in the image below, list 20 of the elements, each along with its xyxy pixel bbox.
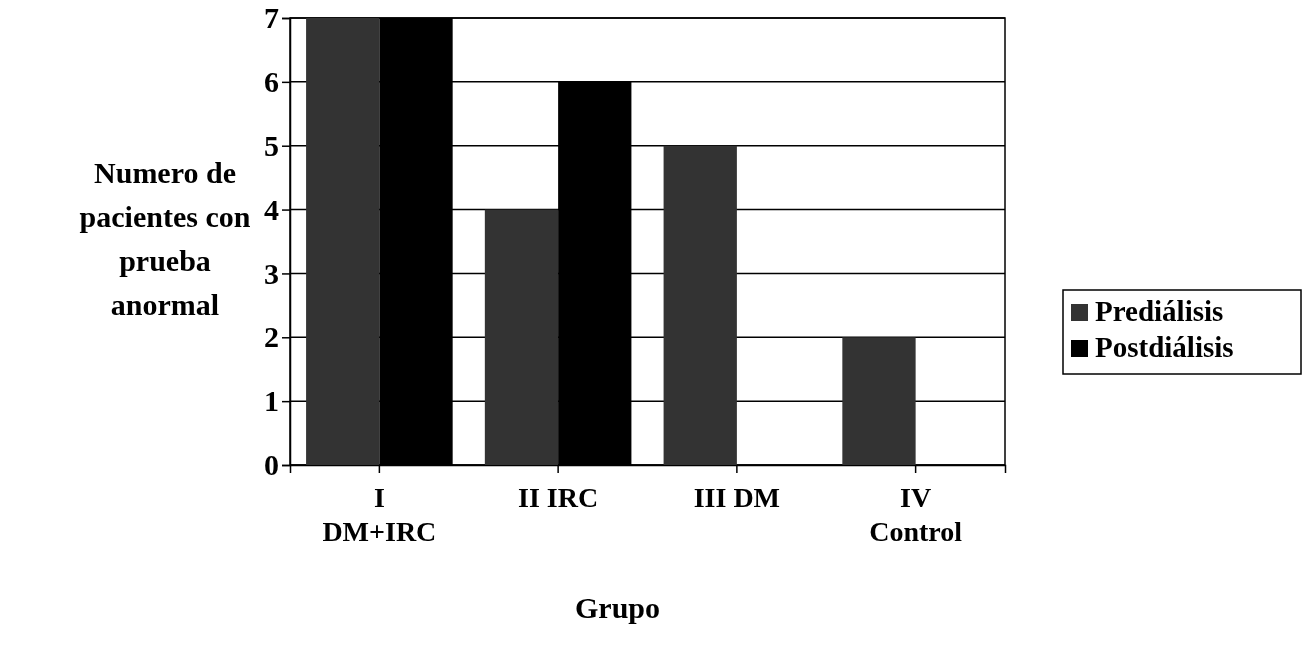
x-tick-label: I DM+IRC <box>322 482 437 547</box>
bar <box>306 18 380 465</box>
y-tick-label: 2 <box>264 320 279 354</box>
x-tick-label: II IRC <box>518 482 599 513</box>
y-tick-label: 6 <box>264 64 279 98</box>
legend-label: Prediálisis <box>1095 295 1224 327</box>
y-tick-label: 1 <box>264 384 279 418</box>
x-axis-title: Grupo <box>574 591 661 624</box>
y-tick-label: 0 <box>264 448 279 482</box>
y-tick-label: 7 <box>264 1 279 35</box>
y-tick-label: 3 <box>264 256 279 290</box>
bar <box>842 337 916 465</box>
bar <box>484 209 559 465</box>
x-tick-label: IV Control <box>869 482 963 547</box>
y-axis-title: Numero de pacientes con prueba anormal <box>79 156 251 321</box>
bar <box>663 145 737 465</box>
y-tick-label: 5 <box>264 128 279 162</box>
legend-label: Postdiálisis <box>1095 331 1234 363</box>
y-tick-label: 4 <box>264 192 279 226</box>
x-tick-label: III DM <box>693 482 781 513</box>
